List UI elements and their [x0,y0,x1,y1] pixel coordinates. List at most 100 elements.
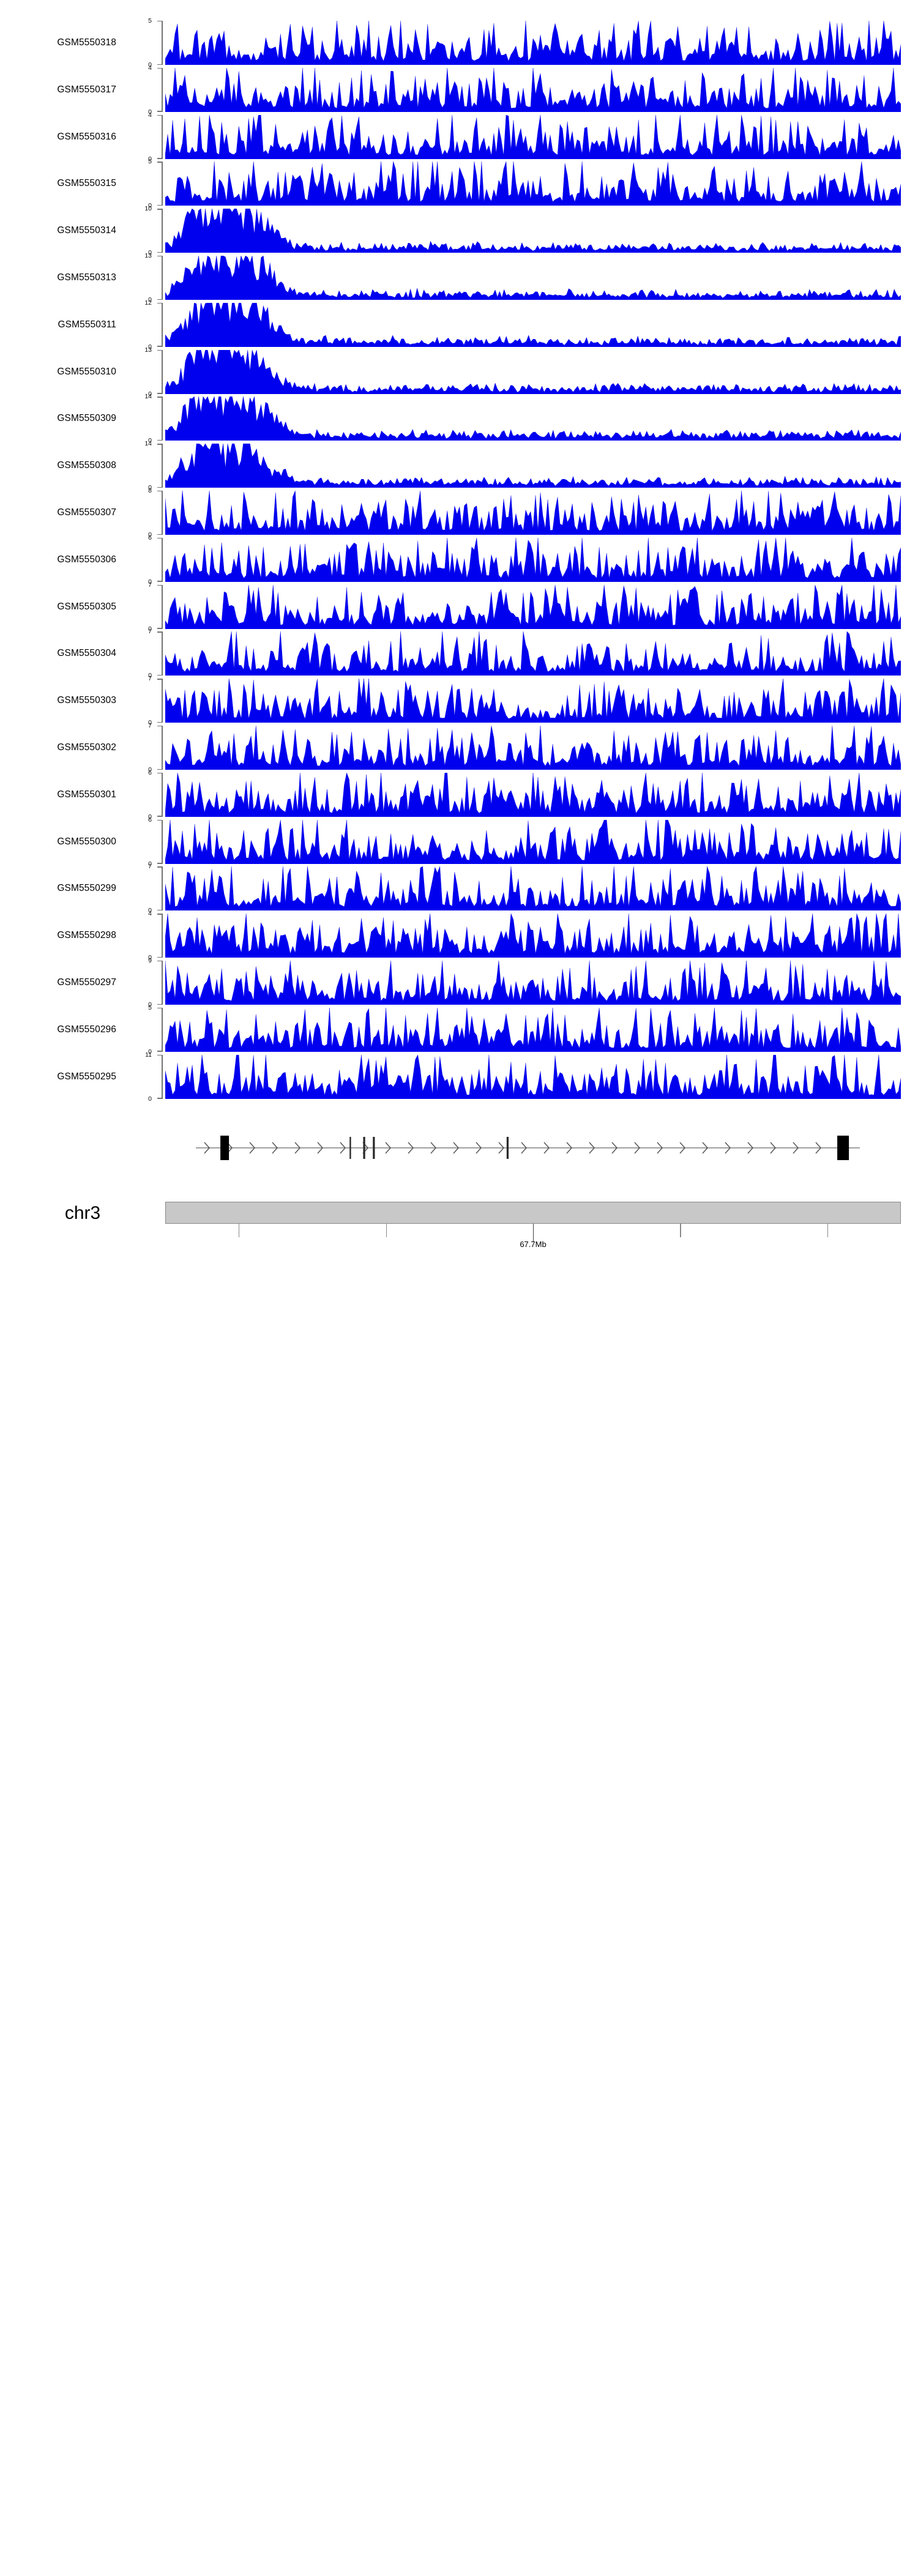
strand-arrow-icon [317,1142,324,1154]
track-sample-label: GSM5550305 [57,601,116,612]
coverage-polygon [165,162,901,206]
track-sample-label: GSM5550303 [57,695,116,706]
coverage-area-plot [165,67,901,112]
coverage-polygon [165,1054,901,1099]
coverage-polygon [165,866,901,911]
y-axis-max-label: 6 [148,816,152,824]
exon-block [349,1137,351,1160]
strand-arrow-icon [385,1142,392,1154]
y-axis-line [162,772,163,817]
y-axis-line [162,914,163,958]
track-sample-label: GSM5550302 [57,742,116,753]
coverage-area-plot [165,162,901,206]
coverage-polygon [165,772,901,817]
strand-arrow-icon [204,1142,211,1154]
exon-block [373,1137,375,1160]
exon-block [837,1136,849,1161]
y-axis: 13 0 [120,346,163,397]
axis-tick [386,1224,387,1238]
y-axis-line [162,679,163,723]
y-axis-max-label: 7 [148,863,152,871]
strand-arrow-icon [408,1142,414,1154]
strand-arrow-icon [702,1142,709,1154]
track-sample-label: GSM5550307 [57,507,116,518]
coverage-polygon [165,302,901,347]
y-axis-tick-bottom [157,64,163,65]
strand-arrow-icon [611,1142,618,1154]
y-axis-min-label: 0 [148,907,152,915]
y-axis-tick-top [157,584,163,586]
coverage-area-plot [165,302,901,347]
coverage-area-plot [165,209,901,253]
y-axis-tick-bottom [157,675,163,676]
coverage-area-plot [165,349,901,394]
strand-arrow-icon [249,1142,256,1154]
y-axis-max-label: 13 [144,252,152,259]
coverage-polygon [165,67,901,112]
track-sample-label: GSM5550310 [57,366,116,377]
y-axis-max-label: 5 [148,158,152,166]
y-axis-tick-top [157,396,163,398]
coverage-track: GSM5550309 14 0 [0,393,918,444]
coverage-polygon [165,631,901,676]
y-axis-tick-top [157,866,163,868]
coverage-area-plot [165,1054,901,1099]
coverage-polygon [165,1007,901,1052]
strand-arrow-icon [294,1142,301,1154]
y-axis-tick-top [157,349,163,351]
y-axis-line [162,726,163,770]
track-sample-label: GSM5550317 [57,84,116,95]
coverage-track: GSM5550299 7 0 [0,863,918,914]
coverage-polygon [165,679,901,723]
coverage-track: GSM5550303 7 0 [0,676,918,727]
coverage-track: GSM5550314 10 0 [0,205,918,256]
exon-block [363,1137,365,1160]
y-axis-min-label: 0 [148,954,152,962]
track-sample-label: GSM5550297 [57,977,116,988]
y-axis-min-label: 0 [148,672,152,680]
strand-arrow-icon [634,1142,641,1154]
exon-block [220,1136,230,1161]
y-axis-tick-bottom [157,534,163,535]
y-axis-min-label: 0 [148,155,152,163]
coverage-polygon [165,961,901,1005]
coverage-area-plot [165,21,901,65]
y-axis-min-label: 0 [148,719,152,727]
y-axis-min-label: 0 [148,1001,152,1008]
y-axis-max-label: 12 [144,299,152,307]
coverage-area-plot [165,444,901,488]
coverage-track: GSM5550295 11 0 [0,1051,918,1102]
coverage-area-plot [165,256,901,300]
y-axis-max-label: 10 [144,205,152,213]
track-sample-label: GSM5550313 [57,272,116,283]
y-axis-min-label: 0 [148,108,152,116]
y-axis-line [162,256,163,300]
chromosome-label: chr3 [64,1203,101,1224]
coverage-track: GSM5550305 7 0 [0,581,918,633]
ideogram-bar [165,1202,901,1224]
strand-arrow-icon [340,1142,346,1154]
y-axis-min-label: 0 [148,625,152,633]
y-axis: 10 0 [120,205,163,256]
y-axis-line [162,819,163,864]
coverage-polygon [165,491,901,535]
coverage-polygon [165,349,901,394]
y-axis-tick-bottom [157,769,163,770]
gene-model-svg [196,1136,860,1161]
y-axis: 13 0 [120,252,163,303]
coverage-area-plot [165,679,901,723]
coverage-polygon [165,114,901,159]
y-axis-min-label: 0 [148,813,152,821]
y-axis-max-label: 14 [144,393,152,401]
coverage-polygon [165,584,901,629]
y-axis-line [162,631,163,676]
y-axis-min-label: 0 [148,766,152,773]
track-sample-label: GSM5550309 [57,413,116,424]
y-axis: 12 0 [120,299,163,350]
